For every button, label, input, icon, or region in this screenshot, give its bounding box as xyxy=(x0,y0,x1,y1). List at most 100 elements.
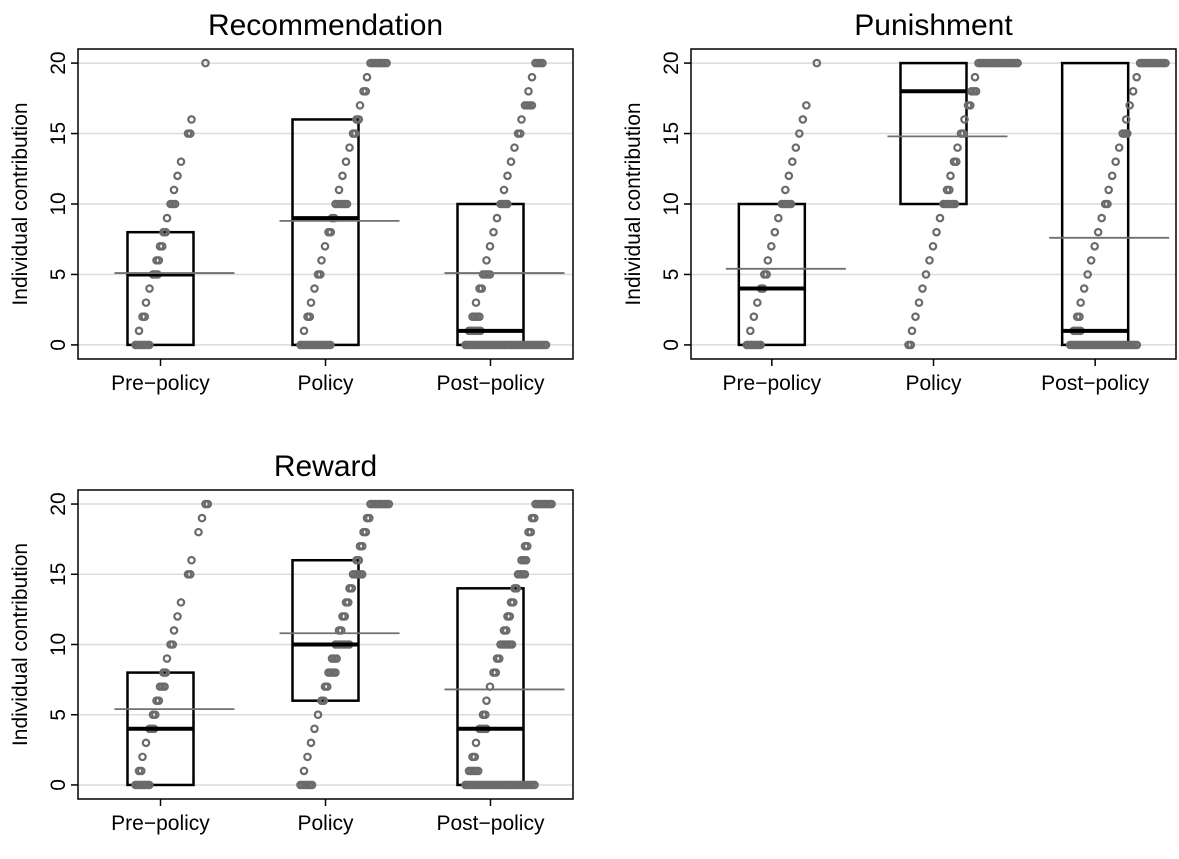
data-point xyxy=(480,710,490,720)
data-point xyxy=(781,185,790,195)
x-tick-label: Policy xyxy=(905,372,962,395)
data-point xyxy=(1075,312,1084,322)
data-point xyxy=(1161,58,1170,68)
y-tick-label: 10 xyxy=(47,192,70,215)
data-point xyxy=(313,710,323,720)
x-tick-label: Post−policy xyxy=(437,372,545,395)
data-point xyxy=(1013,58,1022,68)
data-point xyxy=(527,72,537,82)
data-point xyxy=(1111,157,1120,167)
data-point xyxy=(1122,129,1132,138)
data-point xyxy=(492,213,502,223)
data-point xyxy=(1097,213,1106,223)
data-point xyxy=(168,640,178,649)
data-point xyxy=(475,312,484,322)
data-point xyxy=(520,569,530,579)
data-point xyxy=(762,270,771,279)
data-point xyxy=(307,780,317,790)
x-tick-label: Policy xyxy=(297,812,354,835)
data-point xyxy=(517,115,526,124)
data-point xyxy=(1107,171,1117,181)
y-tick-label: 5 xyxy=(47,269,70,281)
data-point xyxy=(485,270,495,279)
data-point xyxy=(176,157,186,167)
data-point xyxy=(203,499,213,509)
data-point xyxy=(320,241,330,251)
data-point xyxy=(505,612,515,621)
data-point xyxy=(965,101,975,110)
box xyxy=(737,202,807,347)
data-point xyxy=(512,584,522,593)
data-point xyxy=(784,171,794,181)
x-tick-label: Pre−policy xyxy=(111,812,210,835)
data-point xyxy=(187,115,196,124)
data-point xyxy=(145,284,154,293)
data-point xyxy=(322,682,332,691)
data-point xyxy=(161,227,171,237)
data-point xyxy=(770,227,780,237)
y-tick-label: 5 xyxy=(660,269,683,281)
data-point xyxy=(1114,143,1124,152)
data-point xyxy=(746,326,755,336)
y-axis-label: Individual contribution xyxy=(9,102,32,305)
data-point xyxy=(786,199,796,209)
data-point xyxy=(749,312,759,322)
data-point xyxy=(914,298,924,307)
data-point xyxy=(1083,270,1092,279)
data-point xyxy=(510,143,519,152)
data-point xyxy=(201,58,210,68)
data-point xyxy=(334,185,344,195)
data-point xyxy=(306,738,316,748)
box xyxy=(291,558,360,702)
data-point xyxy=(1132,72,1141,82)
x-tick-label: Post−policy xyxy=(437,812,545,835)
x-tick-label: Pre−policy xyxy=(111,372,210,395)
data-point xyxy=(524,86,533,96)
data-point xyxy=(470,752,480,762)
data-point xyxy=(362,72,372,82)
data-point xyxy=(187,555,196,565)
data-point xyxy=(971,86,981,96)
data-point xyxy=(141,298,151,307)
chart-title: Recommendation xyxy=(208,9,443,42)
data-point xyxy=(530,780,539,790)
chart-panel-2: Punishment Individual contribution 0 5 10 15 2… xyxy=(622,9,1177,395)
data-point xyxy=(326,227,336,237)
data-point xyxy=(345,143,354,152)
data-point xyxy=(361,86,371,96)
data-point xyxy=(812,58,822,68)
data-point xyxy=(911,312,920,322)
data-point xyxy=(499,185,509,195)
y-tick-label: 5 xyxy=(47,709,70,721)
data-point xyxy=(482,256,491,265)
data-point xyxy=(1128,86,1138,96)
data-point xyxy=(1079,284,1089,293)
plot-frame xyxy=(77,489,574,800)
chart-panel-1: Recommendation Individual contribution 0 5 1… xyxy=(9,9,574,395)
data-point xyxy=(527,101,537,110)
data-point xyxy=(503,171,512,181)
data-point xyxy=(169,626,179,635)
data-point xyxy=(303,752,312,762)
data-point xyxy=(756,340,765,350)
data-point xyxy=(473,766,483,776)
data-point xyxy=(506,157,516,167)
data-point xyxy=(382,58,391,68)
data-point xyxy=(950,199,960,209)
data-point xyxy=(953,143,962,152)
data-point xyxy=(173,171,182,181)
data-point xyxy=(305,312,315,322)
data-point xyxy=(315,270,325,279)
y-tick-label: 0 xyxy=(47,779,70,791)
data-point xyxy=(774,213,783,223)
chart-title: Reward xyxy=(274,450,377,483)
data-point xyxy=(1086,256,1096,265)
data-point xyxy=(925,256,934,265)
data-point xyxy=(907,326,917,336)
data-point xyxy=(170,199,180,209)
data-point xyxy=(186,569,195,579)
data-point xyxy=(154,256,164,265)
data-point xyxy=(355,101,365,110)
data-point xyxy=(491,668,501,677)
y-tick-label: 10 xyxy=(47,633,70,656)
